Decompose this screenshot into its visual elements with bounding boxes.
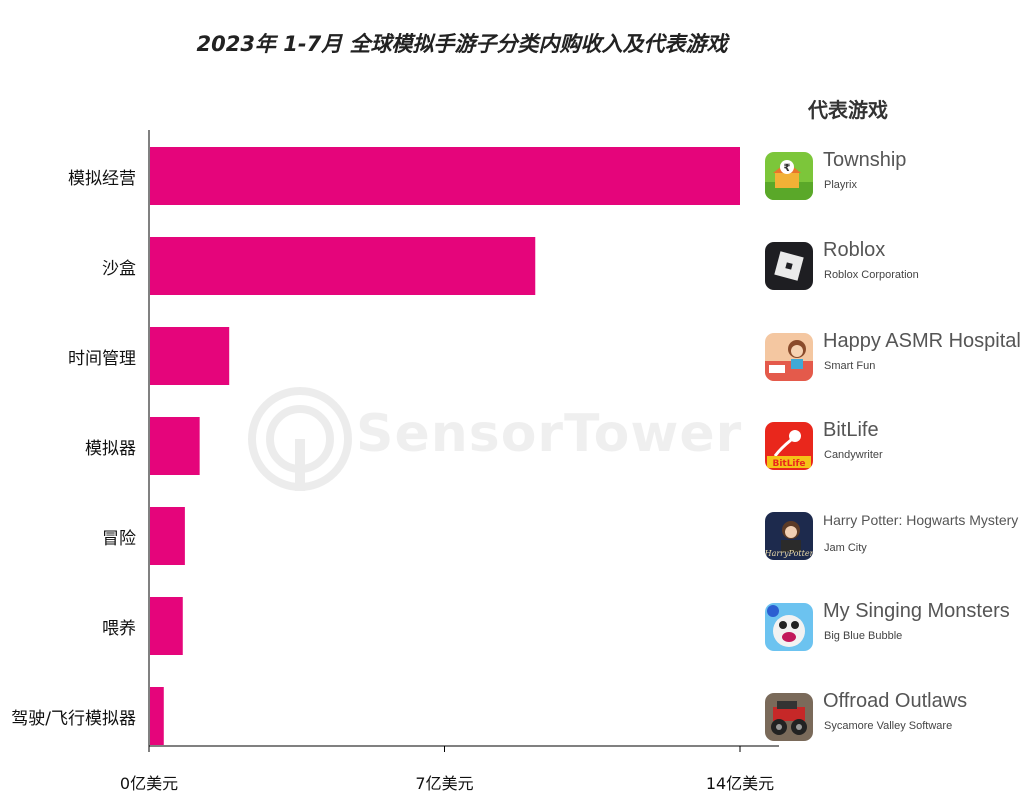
- bar-2: [150, 327, 230, 385]
- game-name: My Singing Monsters: [823, 600, 1010, 622]
- game-name: Happy ASMR Hospital: [823, 330, 1021, 352]
- svg-text:HarryPotter: HarryPotter: [765, 549, 813, 558]
- bar-3: [150, 417, 200, 475]
- game-name: BitLife: [823, 419, 879, 441]
- category-label: 喂养: [102, 619, 136, 639]
- x-tick-label: 14亿美元: [705, 774, 775, 793]
- game-item-bitlife: BitLife BitLife Candywriter: [765, 419, 1030, 472]
- bar-6: [150, 687, 164, 745]
- game-item-my-singing-monsters: My Singing Monsters Big Blue Bubble: [765, 600, 1030, 653]
- game-name: Roblox: [823, 239, 886, 261]
- my-singing-monsters-icon: [765, 603, 813, 651]
- category-label: 沙盒: [102, 259, 136, 279]
- game-developer: Sycamore Valley Software: [824, 720, 953, 732]
- game-name: Township: [823, 149, 907, 171]
- chart-title: 2023年 1-7月 全球模拟手游子分类内购收入及代表游戏: [196, 32, 728, 56]
- game-item-offroad-outlaws: Offroad Outlaws Sycamore Valley Software: [765, 690, 1030, 743]
- game-developer: Smart Fun: [824, 360, 876, 372]
- game-name: Offroad Outlaws: [823, 690, 968, 712]
- bitlife-icon: BitLife: [765, 422, 813, 470]
- category-label: 冒险: [102, 529, 136, 549]
- sensortower-logo-icon: [248, 387, 352, 491]
- category-label: 模拟器: [85, 439, 136, 459]
- happy-asmr-hospital-icon: [765, 333, 813, 381]
- bar-1: [150, 237, 536, 295]
- harry-potter-icon: HarryPotter: [765, 512, 813, 560]
- bar-0: [150, 147, 740, 205]
- watermark-text: SensorTower: [356, 404, 743, 464]
- game-developer: Big Blue Bubble: [824, 630, 903, 642]
- township-icon: ₹: [765, 152, 813, 200]
- category-label: 时间管理: [68, 349, 136, 369]
- bar-4: [150, 507, 185, 565]
- category-label: 驾驶/飞行模拟器: [11, 709, 136, 729]
- game-item-happy-asmr-hospital: Happy ASMR Hospital Smart Fun: [765, 330, 1030, 383]
- game-name: Harry Potter: Hogwarts Mystery: [823, 512, 1019, 528]
- game-developer: Jam City: [824, 542, 867, 554]
- game-item-harry-potter: HarryPotter Harry Potter: Hogwarts Myste…: [765, 512, 1030, 562]
- game-developer: Candywriter: [824, 449, 883, 461]
- x-tick-label: 0亿美元: [119, 774, 179, 793]
- game-item-township: ₹ Township Playrix: [765, 149, 1030, 202]
- game-item-roblox: Roblox Roblox Corporation: [765, 239, 1030, 292]
- games-header: 代表游戏: [808, 98, 888, 122]
- roblox-icon: [765, 242, 813, 290]
- game-developer: Playrix: [824, 179, 858, 191]
- bar-5: [150, 597, 183, 655]
- svg-text:BitLife: BitLife: [772, 459, 805, 469]
- svg-text:₹: ₹: [784, 163, 791, 174]
- game-developer: Roblox Corporation: [824, 269, 919, 281]
- category-label: 模拟经营: [68, 169, 136, 189]
- x-tick-label: 7亿美元: [415, 774, 474, 793]
- offroad-outlaws-icon: [765, 693, 813, 741]
